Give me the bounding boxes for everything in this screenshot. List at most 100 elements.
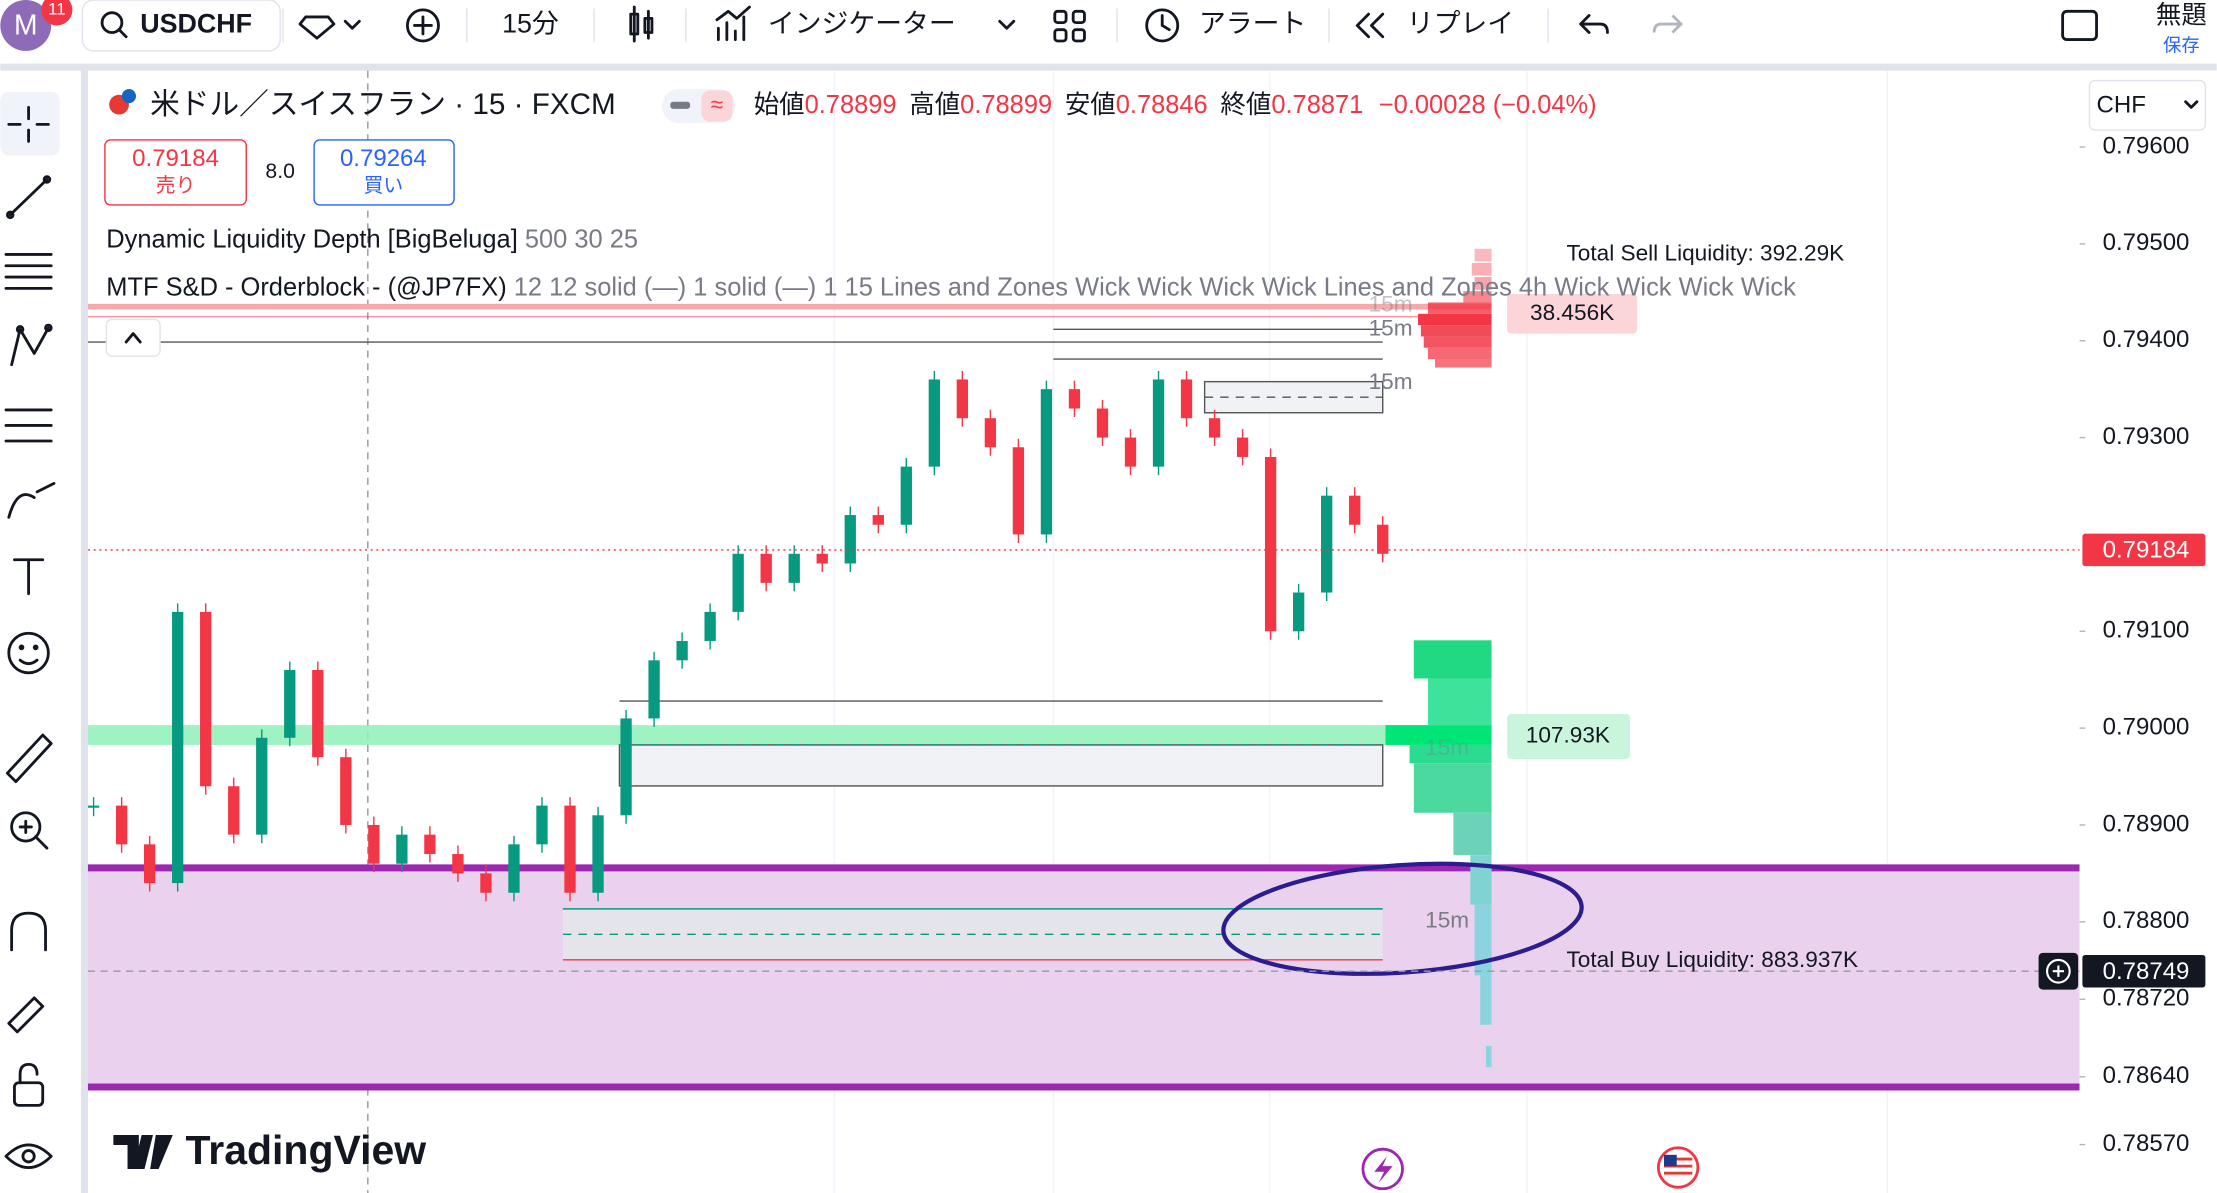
replay-icon-part[interactable] [1355, 12, 1385, 39]
pattern-tool-part[interactable] [44, 323, 53, 333]
lock-drawing-tool-part[interactable] [7, 996, 45, 1034]
indicator-name[interactable]: Dynamic Liquidity Depth [BigBeluga] [106, 225, 517, 253]
fullscreen-icon[interactable] [2061, 9, 2098, 41]
crosshair-tool[interactable] [7, 106, 50, 143]
alert-icon-part[interactable] [1160, 14, 1171, 32]
magnet-tool-part[interactable] [10, 911, 47, 952]
trendline-tool[interactable] [5, 175, 52, 220]
fib-tool-part[interactable] [4, 253, 53, 290]
visibility-tool-part[interactable] [21, 1149, 36, 1164]
buy-price[interactable]: 0.79264 [340, 145, 427, 172]
lock-drawing-tool[interactable] [7, 996, 45, 1034]
replay-button[interactable]: リプレイ [1407, 9, 1514, 39]
layout-icon[interactable] [1053, 9, 1086, 43]
add-symbol-icon[interactable] [405, 8, 440, 43]
layout-icon-part[interactable] [1071, 28, 1086, 43]
search-icon-part[interactable] [117, 28, 128, 39]
diamond-icon[interactable] [298, 15, 361, 40]
alert-button[interactable]: アラート [1199, 9, 1306, 39]
sell-label[interactable]: 売り [156, 175, 196, 197]
forecast-tool[interactable] [4, 408, 53, 443]
layout-icon-part[interactable] [1071, 9, 1086, 25]
zoom-tool[interactable] [10, 811, 49, 850]
search-icon[interactable] [100, 11, 128, 39]
forecast-tool-part[interactable] [4, 408, 53, 443]
emoji-tool-part[interactable] [18, 658, 39, 666]
emoji-tool-part[interactable] [32, 644, 39, 651]
avatar[interactable] [0, 0, 52, 51]
emoji-tool-part[interactable] [7, 631, 50, 675]
redo-icon[interactable] [1652, 14, 1683, 34]
symbol-title[interactable]: 米ドル／スイスフラン · 15 · FXCM [150, 88, 616, 121]
currency[interactable]: CHF [2097, 91, 2146, 118]
symbol-search[interactable] [81, 0, 281, 52]
trendline-tool-part[interactable] [5, 210, 15, 220]
diamond-icon-part[interactable] [298, 15, 336, 40]
text-tool-part[interactable] [13, 558, 45, 596]
brush-tool[interactable] [7, 482, 56, 519]
hand-drawn-ellipse[interactable] [1220, 853, 1586, 985]
trendline-tool-part[interactable] [42, 175, 52, 184]
replay-icon[interactable] [1355, 12, 1385, 39]
pattern-tool-part[interactable] [15, 325, 25, 334]
lock-tool-part[interactable] [18, 1062, 39, 1085]
last-price-tag [2082, 533, 2206, 567]
candle [900, 466, 912, 525]
layout-name[interactable]: 無題 [2156, 2, 2207, 30]
fib-tool[interactable] [4, 253, 53, 290]
chevron[interactable] [998, 19, 1016, 30]
zoom-tool-part[interactable] [18, 819, 49, 850]
interval[interactable]: 15分 [502, 9, 559, 39]
symbol[interactable]: USDCHF [140, 9, 252, 39]
diamond-icon-part[interactable] [343, 19, 361, 30]
layout-icon-part[interactable] [1053, 9, 1068, 25]
brush-tool-part[interactable] [7, 482, 56, 519]
flag-icon-part[interactable] [1664, 1154, 1677, 1167]
text-tool[interactable] [13, 558, 45, 596]
pattern-tool-part[interactable] [10, 326, 50, 367]
buy-button[interactable] [313, 139, 455, 206]
magnet-tool[interactable] [10, 911, 47, 952]
chevron[interactable] [2184, 100, 2199, 109]
candle [1180, 379, 1193, 419]
crosshair-add-icon[interactable] [2046, 958, 2071, 984]
emoji-tool[interactable] [7, 631, 50, 675]
collapse-icon[interactable] [124, 332, 142, 344]
indicators-button[interactable]: インジケーター [768, 9, 956, 39]
indicator-name[interactable]: MTF S&D - Orderblock - (@JP7FX) [106, 273, 506, 301]
pattern-tool[interactable] [10, 323, 53, 367]
currency-selector[interactable] [2088, 79, 2207, 131]
visibility-tool[interactable] [4, 1143, 53, 1169]
ruler-tool-part[interactable] [5, 733, 53, 784]
events-icon[interactable] [1374, 1156, 1393, 1184]
emoji-tool-part[interactable] [18, 644, 25, 651]
undo-icon[interactable] [1579, 14, 1609, 34]
avatar-letter[interactable]: M [14, 8, 38, 40]
indicator-icon-part[interactable] [715, 5, 751, 41]
visibility-tool-part[interactable] [4, 1143, 53, 1169]
lock-tool-part[interactable] [13, 1081, 45, 1107]
sell-price[interactable]: 0.79184 [132, 145, 219, 172]
sell-liquidity-histogram-part [1418, 313, 1492, 326]
crosshair-tool-part[interactable] [7, 106, 50, 143]
chart-type-icon[interactable] [629, 5, 654, 43]
buy-label[interactable]: 買い [364, 175, 404, 197]
layout-icon-part[interactable] [1053, 28, 1068, 43]
indicator-legend[interactable]: Dynamic Liquidity Depth [BigBeluga] 500 … [106, 225, 638, 253]
ruler-tool[interactable] [5, 733, 53, 784]
crosshair-add-icon[interactable] [2052, 965, 2065, 977]
save-button[interactable]: 保存 [2163, 35, 2200, 56]
indicator-icon[interactable] [715, 5, 751, 41]
flag-icon[interactable] [1664, 1154, 1693, 1179]
collapse-button[interactable] [105, 318, 161, 357]
sell-button[interactable] [104, 139, 247, 206]
add-symbol-icon-part[interactable] [405, 8, 440, 43]
sell-liquidity-histogram-part [1474, 248, 1492, 262]
zoom-tool-part[interactable] [10, 811, 42, 843]
alert-icon-part[interactable] [1145, 8, 1180, 43]
alert-icon[interactable] [1145, 8, 1180, 43]
indicator-legend[interactable]: MTF S&D - Orderblock - (@JP7FX) 12 12 so… [106, 273, 1796, 301]
search-icon-part[interactable] [100, 11, 124, 34]
trendline-tool-part[interactable] [8, 178, 49, 217]
lock-tool[interactable] [13, 1062, 45, 1107]
